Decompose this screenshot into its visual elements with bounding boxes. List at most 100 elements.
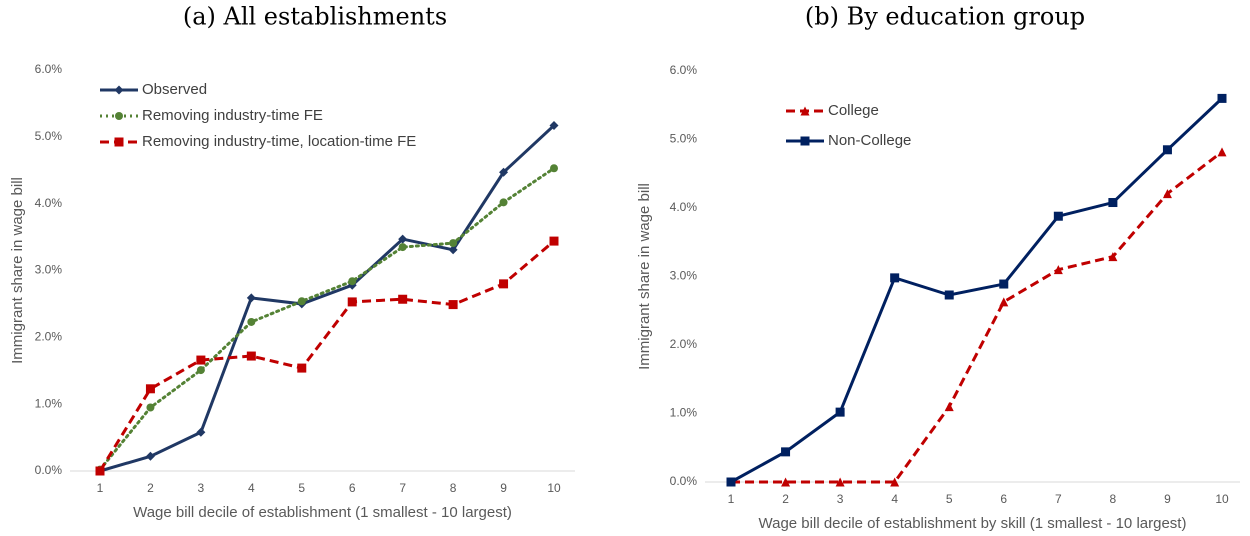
x-tick-label: 4 — [891, 492, 898, 506]
marker — [499, 279, 509, 289]
y-tick-label: 0.0% — [670, 474, 698, 488]
legend-label: College — [828, 102, 879, 119]
marker — [1162, 189, 1172, 199]
marker — [398, 294, 408, 304]
marker — [196, 366, 205, 375]
marker — [1217, 93, 1227, 103]
x-tick-label: 1 — [728, 492, 735, 506]
legend-label: Non-College — [828, 132, 911, 149]
series-line — [730, 97, 1224, 484]
marker — [1162, 145, 1172, 155]
marker — [196, 427, 206, 437]
x-tick-label: 10 — [547, 481, 561, 495]
x-axis-label: Wage bill decile of establishment (1 sma… — [133, 504, 512, 521]
marker — [835, 407, 845, 417]
x-tick-label: 10 — [1215, 492, 1229, 506]
x-tick-label: 3 — [198, 481, 205, 495]
marker — [146, 403, 155, 412]
y-tick-label: 5.0% — [670, 132, 698, 146]
marker — [999, 279, 1009, 289]
marker — [999, 297, 1009, 307]
y-tick-label: 2.0% — [670, 337, 698, 351]
y-tick-label: 3.0% — [670, 269, 698, 283]
marker — [549, 120, 559, 130]
x-tick-label: 2 — [782, 492, 789, 506]
marker — [95, 466, 105, 476]
marker — [246, 351, 256, 361]
y-tick-label: 4.0% — [35, 196, 63, 210]
marker — [297, 297, 306, 306]
marker — [398, 243, 407, 252]
x-tick-label: 5 — [946, 492, 953, 506]
chart-title: (b) By education group — [805, 3, 1085, 31]
y-tick-label: 2.0% — [35, 330, 63, 344]
y-tick-label: 6.0% — [670, 63, 698, 77]
y-axis-label: Immigrant share in wage bill — [9, 177, 26, 364]
series-line — [98, 166, 556, 472]
marker — [800, 136, 810, 146]
marker — [114, 137, 124, 147]
marker — [835, 477, 845, 487]
x-tick-label: 9 — [1164, 492, 1171, 506]
y-axis-label: Immigrant share in wage bill — [636, 183, 653, 370]
x-tick-label: 7 — [399, 481, 406, 495]
marker — [247, 317, 256, 326]
y-tick-label: 1.0% — [35, 396, 63, 410]
series-line — [98, 239, 555, 472]
y-tick-label: 5.0% — [35, 129, 63, 143]
marker — [499, 198, 508, 207]
marker — [781, 477, 791, 487]
marker — [145, 384, 155, 394]
x-tick-label: 4 — [248, 481, 255, 495]
marker — [1217, 147, 1227, 157]
marker — [890, 477, 900, 487]
x-tick-label: 9 — [500, 481, 507, 495]
marker — [145, 451, 155, 461]
chart-title: (a) All establishments — [183, 3, 447, 31]
marker — [726, 477, 736, 487]
marker — [550, 164, 558, 173]
legend-label: Removing industry-time FE — [142, 107, 323, 124]
marker — [448, 245, 458, 255]
y-tick-label: 3.0% — [35, 263, 63, 277]
y-tick-label: 0.0% — [35, 463, 63, 477]
legend-label: Observed — [142, 81, 207, 98]
marker — [800, 106, 810, 116]
marker — [297, 363, 307, 373]
marker — [1053, 211, 1063, 221]
x-axis-label: Wage bill decile of establishment by ski… — [759, 515, 1187, 532]
marker — [196, 355, 206, 365]
marker — [348, 277, 357, 286]
x-tick-label: 8 — [450, 481, 457, 495]
marker — [1053, 265, 1063, 275]
marker — [781, 447, 791, 457]
series-line — [731, 150, 1223, 484]
marker — [448, 300, 458, 310]
marker — [115, 112, 123, 120]
x-tick-label: 6 — [1000, 492, 1007, 506]
x-tick-label: 2 — [147, 481, 154, 495]
x-tick-label: 8 — [1110, 492, 1117, 506]
marker — [347, 297, 357, 307]
marker — [246, 293, 256, 303]
marker — [1108, 252, 1118, 262]
y-tick-label: 1.0% — [670, 406, 698, 420]
marker — [1108, 198, 1118, 208]
y-tick-label: 4.0% — [670, 200, 698, 214]
marker — [890, 273, 900, 283]
x-tick-label: 1 — [97, 481, 104, 495]
y-tick-label: 6.0% — [35, 62, 63, 76]
x-tick-label: 3 — [837, 492, 844, 506]
x-tick-label: 7 — [1055, 492, 1062, 506]
x-tick-label: 6 — [349, 481, 356, 495]
marker — [114, 85, 124, 95]
marker — [549, 236, 559, 246]
marker — [944, 290, 954, 300]
marker — [944, 402, 954, 412]
marker — [449, 239, 458, 248]
legend-label: Removing industry-time, location-time FE — [142, 133, 416, 150]
series-line — [99, 124, 556, 473]
marker — [398, 234, 408, 244]
x-tick-label: 5 — [298, 481, 305, 495]
